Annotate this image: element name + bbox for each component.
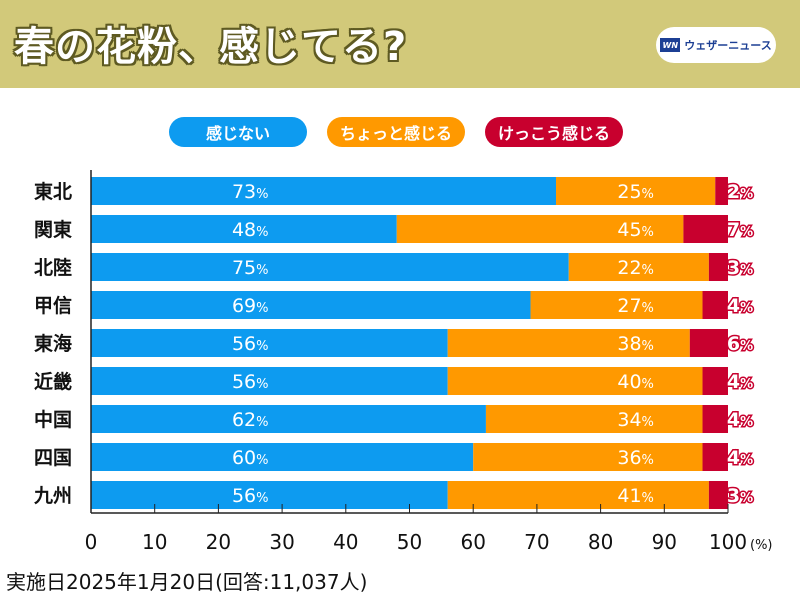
- data-label: 3%: [727, 485, 753, 507]
- header-band: 春の花粉、感じてる? WN ウェザーニュース: [0, 0, 800, 88]
- data-label: 69%: [232, 295, 269, 317]
- x-tick-label: 0: [85, 530, 98, 554]
- data-label: 56%: [232, 333, 269, 355]
- category-label: 四国: [34, 447, 72, 469]
- data-label: 2%: [727, 181, 753, 203]
- bar-segment: [447, 367, 703, 395]
- data-label: 45%: [617, 219, 654, 241]
- category-label: 九州: [33, 485, 72, 507]
- stacked-bar-chart: 東北 73% 25% 2% 関東 48% 45% 7% 北陸 75% 22% 3% 甲信 69% 27% 4%…: [33, 170, 773, 554]
- bar-segment: [530, 291, 703, 319]
- bar-segment: [702, 405, 728, 433]
- legend-label: 感じない: [205, 124, 270, 143]
- bar-segment: [683, 215, 728, 243]
- x-tick-label: 80: [588, 530, 613, 554]
- bar-segment: [447, 329, 690, 357]
- category-label: 関東: [34, 218, 72, 241]
- bar-segment: [689, 329, 728, 357]
- data-label: 27%: [617, 295, 654, 317]
- data-label: 56%: [232, 485, 269, 507]
- bar-segment: [702, 291, 728, 319]
- legend-much: けっこう感じる: [485, 117, 623, 147]
- x-tick-label: 60: [460, 530, 485, 554]
- category-label: 北陸: [34, 256, 72, 279]
- data-label: 34%: [617, 409, 654, 431]
- data-label: 40%: [617, 371, 654, 393]
- x-tick-label: 20: [206, 530, 231, 554]
- bar-segment: [91, 215, 397, 243]
- bar-segment: [91, 177, 557, 205]
- data-label: 4%: [727, 447, 753, 469]
- legend-label: けっこう感じる: [497, 124, 610, 143]
- data-label: 73%: [232, 181, 269, 203]
- category-label: 中国: [34, 408, 72, 431]
- bar-segment: [91, 481, 448, 509]
- data-label: 62%: [232, 409, 269, 431]
- category-label: 東北: [34, 180, 72, 203]
- x-tick-label: 10: [142, 530, 167, 554]
- data-label: 25%: [617, 181, 654, 203]
- bar-segment: [396, 215, 684, 243]
- data-label: 4%: [727, 371, 753, 393]
- data-label: 4%: [727, 409, 753, 431]
- x-tick-label: 40: [333, 530, 358, 554]
- wn-logo-icon: WN: [660, 38, 681, 52]
- bar-segment: [91, 367, 448, 395]
- data-label: 22%: [617, 257, 654, 279]
- bar-segment: [568, 253, 709, 281]
- data-label: 75%: [232, 257, 269, 279]
- data-label: 36%: [617, 447, 654, 469]
- legend-label: ちょっと感じる: [339, 124, 452, 143]
- x-tick-label: 30: [269, 530, 294, 554]
- data-label: 7%: [727, 219, 753, 241]
- bar-segment: [485, 405, 703, 433]
- bar-segment: [447, 481, 709, 509]
- bar-segment: [91, 253, 569, 281]
- category-label: 近畿: [34, 370, 72, 393]
- category-label: 東海: [34, 332, 72, 355]
- bar-segment: [702, 443, 728, 471]
- data-label: 41%: [617, 485, 654, 507]
- data-label: 4%: [727, 295, 753, 317]
- survey-footnote: 実施日2025年1月20日(回答:11,037人): [6, 570, 368, 594]
- data-label: 48%: [232, 219, 269, 241]
- x-unit-label: (%): [750, 538, 773, 553]
- data-label: 56%: [232, 371, 269, 393]
- bar-segment: [473, 443, 703, 471]
- data-label: 6%: [727, 333, 753, 355]
- bar-segment: [91, 329, 448, 357]
- bar-segment: [708, 481, 728, 509]
- data-label: 60%: [232, 447, 269, 469]
- x-tick-label: 50: [397, 530, 422, 554]
- bar-segment: [708, 253, 728, 281]
- page-title: 春の花粉、感じてる?: [14, 24, 408, 70]
- x-tick-label: 100: [709, 530, 747, 554]
- bar-segment: [702, 367, 728, 395]
- legend-no: 感じない: [169, 117, 307, 147]
- bar-segment: [91, 405, 486, 433]
- logo-text: ウェザーニュース: [684, 39, 772, 52]
- weathernews-logo: WN ウェザーニュース: [656, 27, 776, 63]
- bar-segment: [91, 291, 531, 319]
- bar-segment: [91, 443, 474, 471]
- x-tick-label: 90: [652, 530, 677, 554]
- data-label: 3%: [727, 257, 753, 279]
- category-label: 甲信: [34, 294, 72, 317]
- data-label: 38%: [617, 333, 654, 355]
- bar-segment: [556, 177, 716, 205]
- x-tick-label: 70: [524, 530, 549, 554]
- bar-segment: [715, 177, 728, 205]
- legend-little: ちょっと感じる: [327, 117, 465, 147]
